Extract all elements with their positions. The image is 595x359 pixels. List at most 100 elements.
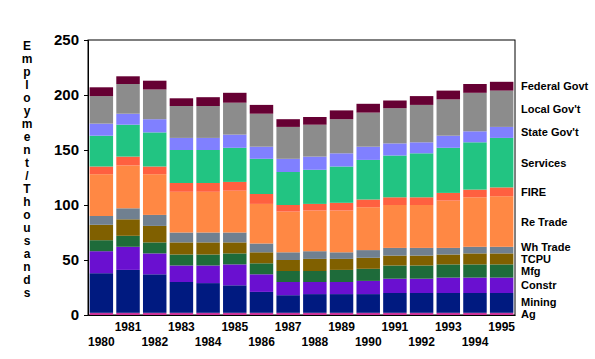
bar-segment — [303, 251, 326, 259]
bar-segment — [276, 119, 299, 127]
x-tick-label: 1989 — [328, 320, 355, 334]
series-0 — [90, 313, 514, 315]
x-tick: 1988 — [301, 335, 328, 349]
bar-segment — [116, 270, 139, 313]
bar-segment — [90, 225, 113, 240]
bar-segment — [250, 194, 273, 204]
bar-segment — [303, 117, 326, 125]
bar-segment — [90, 251, 113, 273]
bar-segment — [330, 153, 353, 166]
bar-segment — [276, 172, 299, 205]
bar-segment — [170, 183, 193, 192]
x-tick-label: 1983 — [168, 320, 195, 334]
bar-segment — [116, 236, 139, 247]
y-tick-mark — [84, 150, 88, 151]
bar-segment — [116, 114, 139, 125]
bar-segment — [170, 233, 193, 243]
bar-segment — [250, 147, 273, 159]
bar-segment — [383, 313, 406, 315]
bar-segment — [196, 150, 219, 183]
bar-segment — [330, 282, 353, 294]
bar-segment — [356, 313, 379, 315]
x-tick: 1984 — [195, 335, 222, 349]
bar-segment — [437, 255, 460, 265]
bar-segment — [330, 119, 353, 153]
bar-segment — [463, 93, 486, 132]
bar-segment — [463, 190, 486, 198]
bar-segment — [276, 271, 299, 282]
bar-segment — [223, 182, 246, 191]
bar-segment — [170, 106, 193, 138]
bar-segment — [490, 293, 513, 313]
bar-segment — [410, 205, 433, 248]
legend-label: Services — [521, 157, 566, 169]
bar-segment — [170, 266, 193, 283]
bar-segment — [116, 76, 139, 84]
bar-segment — [276, 313, 299, 315]
bar-segment — [437, 293, 460, 313]
bar-segment — [303, 204, 326, 211]
bar-segment — [276, 205, 299, 212]
bar-segment — [463, 142, 486, 189]
bar-segment — [356, 269, 379, 281]
y-tick: 150 — [54, 141, 88, 158]
bar-segment — [437, 136, 460, 148]
bar-segment — [410, 266, 433, 279]
x-tick-label: 1991 — [382, 320, 409, 334]
bar-segment — [90, 87, 113, 96]
bar-segment — [250, 204, 273, 244]
bar-segment — [410, 248, 433, 256]
bar-segment — [250, 159, 273, 194]
bar-segment — [223, 285, 246, 313]
bar-segment — [116, 219, 139, 236]
bar-segment — [383, 279, 406, 293]
bar-segment — [356, 113, 379, 147]
y-tick-mark — [84, 95, 88, 96]
x-tick-label: 1994 — [462, 335, 489, 349]
y-tick-mark — [84, 315, 88, 316]
bar-segment — [356, 258, 379, 269]
bar-segment — [437, 148, 460, 193]
bar-segment — [463, 293, 486, 313]
bar-segment — [276, 159, 299, 172]
legend-label: Mining — [521, 296, 556, 308]
bar-segment — [250, 114, 273, 147]
x-tick-label: 1986 — [248, 335, 275, 349]
x-tick-label: 1984 — [195, 335, 222, 349]
x-tick: 1985 — [221, 320, 248, 334]
legend-label: State Gov't — [521, 126, 579, 138]
y-tick-mark — [84, 260, 88, 261]
bar-segment — [276, 282, 299, 295]
x-tick: 1995 — [488, 320, 515, 334]
x-tick: 1987 — [275, 320, 302, 334]
bar-segment — [116, 84, 139, 114]
bar-segment — [303, 170, 326, 204]
bar-segment — [250, 105, 273, 114]
bar-segment — [170, 192, 193, 233]
y-tick: 250 — [54, 31, 88, 48]
y-tick: 50 — [62, 251, 88, 268]
bar-segment — [330, 313, 353, 315]
bar-segment — [170, 242, 193, 254]
bar-segment — [196, 183, 219, 192]
bar-segment — [116, 208, 139, 219]
legend-label: TCPU — [521, 253, 551, 265]
bar-segment — [250, 252, 273, 263]
bar-segment — [330, 294, 353, 313]
x-axis: 1980198119821983198419851986198719881989… — [88, 316, 516, 349]
bar-segment — [437, 313, 460, 315]
x-tick-label: 1980 — [88, 335, 115, 349]
x-tick: 1983 — [168, 320, 195, 334]
x-tick-label: 1982 — [141, 335, 168, 349]
bar-segment — [303, 157, 326, 170]
bar-segment — [143, 81, 166, 90]
y-tick-label: 150 — [54, 141, 79, 158]
bar-segment — [116, 157, 139, 166]
bar-segment — [250, 313, 273, 315]
bar-segment — [170, 282, 193, 313]
bar-segment — [356, 281, 379, 294]
bar-segment — [250, 274, 273, 292]
x-tick: 1991 — [382, 320, 409, 334]
bar-segment — [90, 174, 113, 216]
bar-segment — [330, 110, 353, 119]
